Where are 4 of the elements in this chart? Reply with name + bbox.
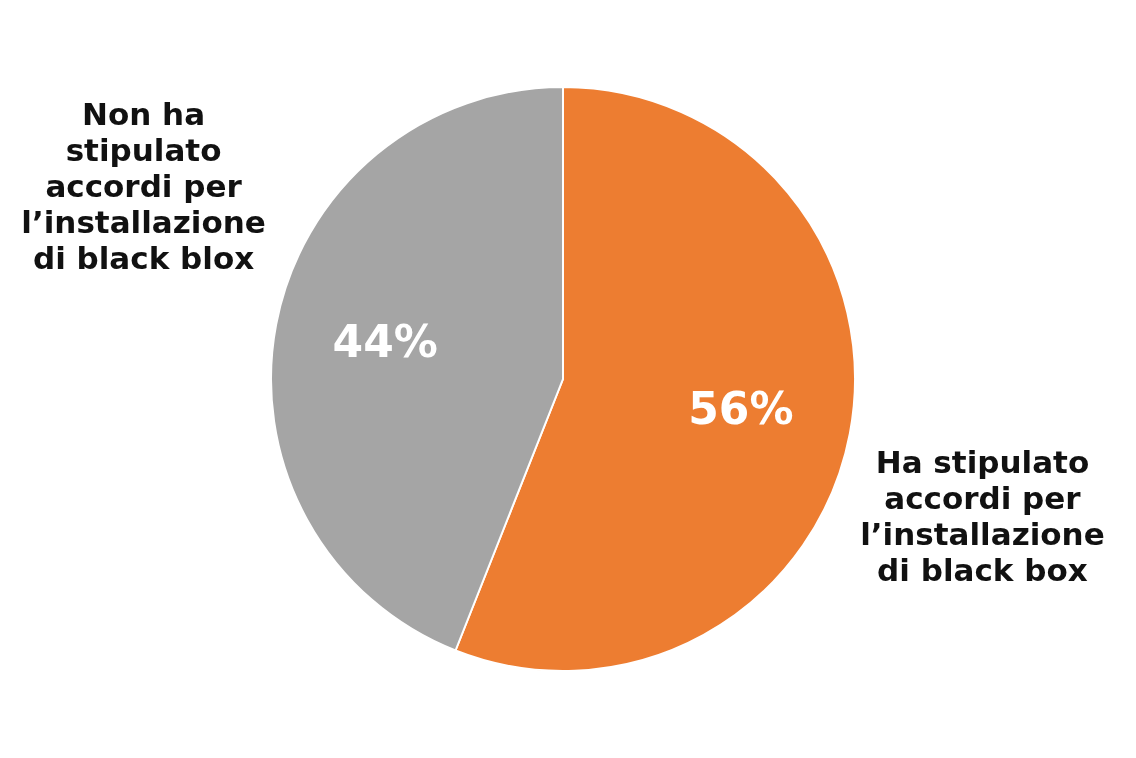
data-label: 44% xyxy=(332,315,438,367)
slice-label: Non ha stipulato accordi per l’installazione di black blox xyxy=(21,96,266,277)
slice-label: Ha stipulato accordi per l’installazione di black box xyxy=(860,444,1105,589)
data-label: 56% xyxy=(688,383,794,435)
